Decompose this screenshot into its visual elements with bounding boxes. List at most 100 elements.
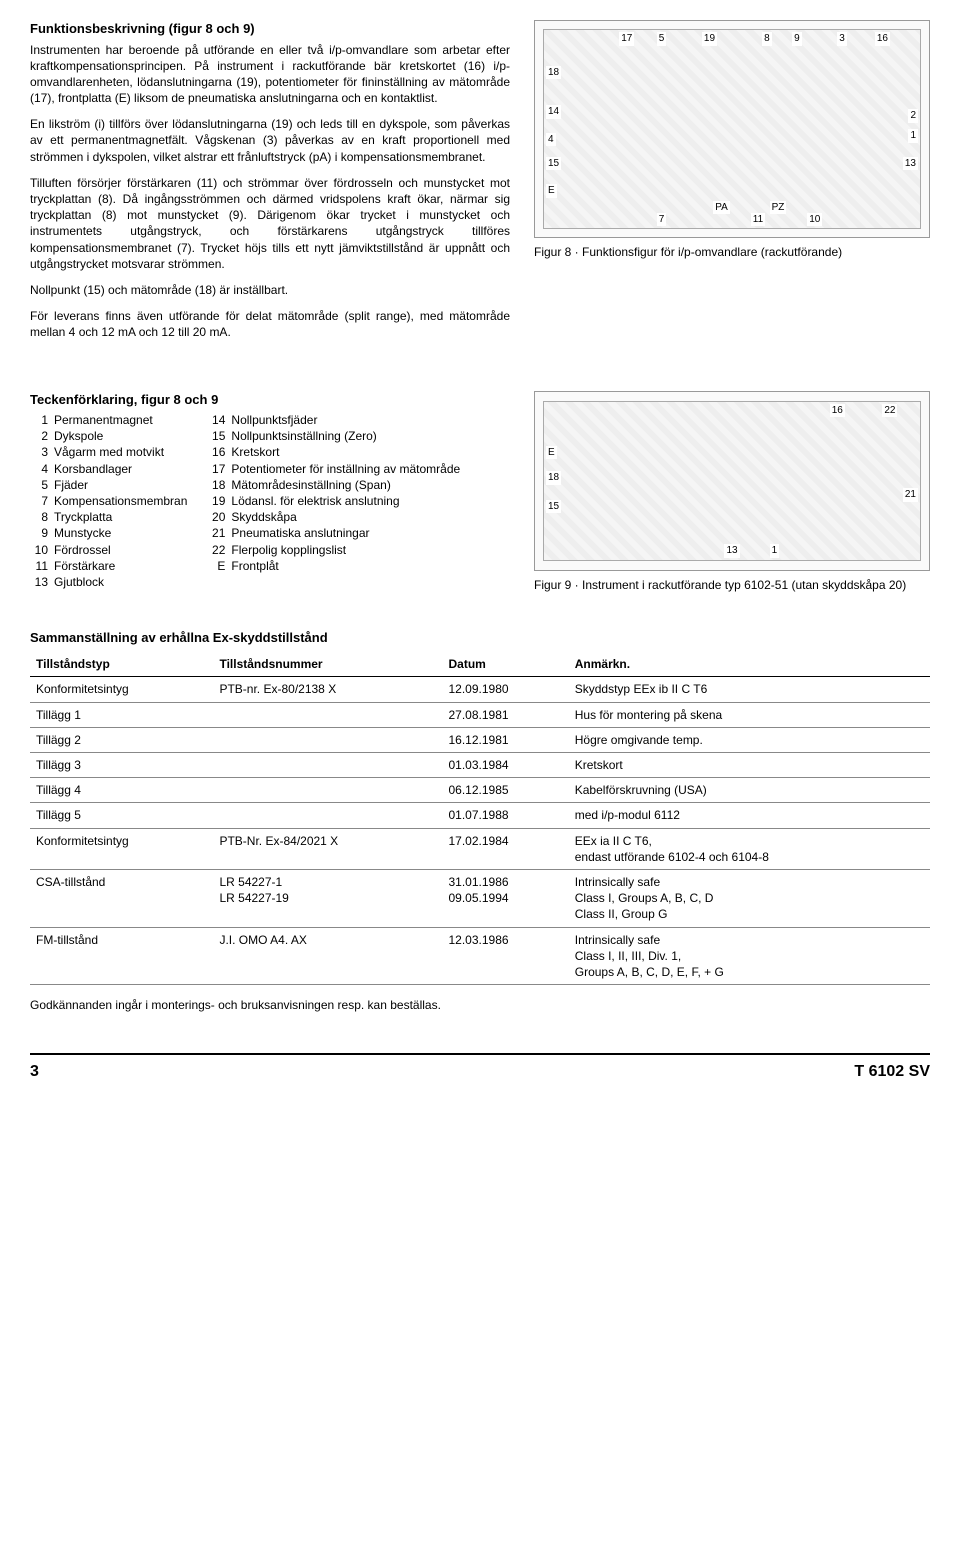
table-cell: 27.08.1981 (443, 702, 569, 727)
table-cell: Intrinsically safeClass I, Groups A, B, … (569, 869, 930, 927)
fig8-lbl: 18 (546, 66, 561, 80)
table-row: KonformitetsintygPTB-Nr. Ex-84/2021 X17.… (30, 828, 930, 869)
figure-9-caption: Figur 9 · Instrument i rackutförande typ… (534, 577, 930, 593)
legend-text: Mätområdesinställning (Span) (231, 477, 390, 493)
table-row: KonformitetsintygPTB-nr. Ex-80/2138 X12.… (30, 677, 930, 702)
legend-num: 19 (207, 493, 225, 509)
legend-num: 7 (30, 493, 48, 509)
fig8-lbl: 17 (619, 32, 634, 46)
legend-text: Förstärkare (54, 558, 115, 574)
legend-num: 14 (207, 412, 225, 428)
legend-num: 15 (207, 428, 225, 444)
figure-8: 17 5 19 8 9 3 16 18 14 4 15 E 7 11 10 2 … (534, 20, 930, 238)
table-cell: Skyddstyp EEx ib II C T6 (569, 677, 930, 702)
table-cell: 12.03.1986 (443, 927, 569, 985)
page-number: 3 (30, 1061, 39, 1083)
table-cell: 06.12.1985 (443, 778, 569, 803)
fig8-lbl: PA (713, 201, 730, 215)
table-row: Tillägg 406.12.1985Kabelförskruvning (US… (30, 778, 930, 803)
legend-num: 21 (207, 525, 225, 541)
para-4: Nollpunkt (15) och mätområde (18) är ins… (30, 282, 510, 298)
table-cell: J.I. OMO A4. AX (213, 927, 442, 985)
legend-item: 18Mätområdesinställning (Span) (207, 477, 460, 493)
legend-num: 22 (207, 542, 225, 558)
th-number: Tillståndsnummer (213, 652, 442, 677)
table-row: Tillägg 127.08.1981Hus för montering på … (30, 702, 930, 727)
fig8-lbl: 1 (908, 129, 918, 143)
top-row: Funktionsbeskrivning (figur 8 och 9) Ins… (30, 20, 930, 351)
table-header-row: Tillståndstyp Tillståndsnummer Datum Anm… (30, 652, 930, 677)
table-cell: 01.03.1984 (443, 753, 569, 778)
fig8-lbl: 2 (908, 109, 918, 123)
table-cell: Tillägg 3 (30, 753, 213, 778)
fig8-lbl: 8 (762, 32, 772, 46)
table-cell: PTB-Nr. Ex-84/2021 X (213, 828, 442, 869)
legend-num: E (207, 558, 225, 574)
table-row: Tillägg 501.07.1988med i/p-modul 6112 (30, 803, 930, 828)
table-cell: PTB-nr. Ex-80/2138 X (213, 677, 442, 702)
legend-text: Fjäder (54, 477, 88, 493)
legend-columns: 1Permanentmagnet2Dykspole3Vågarm med mot… (30, 412, 510, 590)
ex-table-title: Sammanställning av erhållna Ex-skyddstil… (30, 629, 930, 647)
fig9-lbl: 13 (724, 544, 739, 558)
legend-item: 14Nollpunktsfjäder (207, 412, 460, 428)
fig9-lbl: 22 (882, 404, 897, 418)
fig9-lbl: 18 (546, 471, 561, 485)
legend-item: 16Kretskort (207, 444, 460, 460)
legend-num: 20 (207, 509, 225, 525)
legend-item: 5Fjäder (30, 477, 187, 493)
legend-item: 9Munstycke (30, 525, 187, 541)
figure-8-diagram: 17 5 19 8 9 3 16 18 14 4 15 E 7 11 10 2 … (543, 29, 921, 229)
table-cell: Konformitetsintyg (30, 677, 213, 702)
table-cell: Tillägg 4 (30, 778, 213, 803)
legend-text: Tryckplatta (54, 509, 112, 525)
fig8-lbl: 3 (837, 32, 847, 46)
legend-num: 9 (30, 525, 48, 541)
figure-9-diagram: 16 22 E 18 15 13 1 21 (543, 401, 921, 561)
legend-text: Flerpolig kopplingslist (231, 542, 346, 558)
section-title: Funktionsbeskrivning (figur 8 och 9) (30, 20, 510, 38)
fig8-lbl: 13 (903, 157, 918, 171)
legend-left: 1Permanentmagnet2Dykspole3Vågarm med mot… (30, 412, 187, 590)
table-row: Tillägg 216.12.1981Högre omgivande temp. (30, 727, 930, 752)
fig8-lbl: 15 (546, 157, 561, 171)
para-3: Tilluften försörjer förstärkaren (11) oc… (30, 175, 510, 272)
legend-item: EFrontplåt (207, 558, 460, 574)
fig9-lbl: 15 (546, 500, 561, 514)
legend-text: Korsbandlager (54, 461, 132, 477)
table-row: FM-tillståndJ.I. OMO A4. AX12.03.1986Int… (30, 927, 930, 985)
legend-text: Potentiometer för inställning av mätområ… (231, 461, 460, 477)
ex-table-section: Sammanställning av erhållna Ex-skyddstil… (30, 629, 930, 1014)
legend-num: 1 (30, 412, 48, 428)
table-cell (213, 702, 442, 727)
legend-text: Dykspole (54, 428, 103, 444)
fig8-lbl: PZ (770, 201, 787, 215)
fig8-lbl: 19 (702, 32, 717, 46)
table-cell: Tillägg 2 (30, 727, 213, 752)
legend-num: 11 (30, 558, 48, 574)
legend-item: 3 Vågarm med motvikt (30, 444, 187, 460)
table-cell: CSA-tillstånd (30, 869, 213, 927)
ex-table: Tillståndstyp Tillståndsnummer Datum Anm… (30, 652, 930, 985)
table-cell: Tillägg 1 (30, 702, 213, 727)
legend-item: 19Lödansl. för elektrisk anslutning (207, 493, 460, 509)
table-cell: 12.09.1980 (443, 677, 569, 702)
fig8-lbl: 5 (657, 32, 667, 46)
table-cell: med i/p-modul 6112 (569, 803, 930, 828)
legend-num: 3 (30, 444, 48, 460)
fig8-lbl: 9 (792, 32, 802, 46)
legend-num: 10 (30, 542, 48, 558)
legend-title: Teckenförklaring, figur 8 och 9 (30, 391, 510, 409)
legend-item: 7Kompensationsmembran (30, 493, 187, 509)
fig9-lbl: E (546, 446, 557, 460)
legend-item: 11 Förstärkare (30, 558, 187, 574)
table-cell: 31.01.198609.05.1994 (443, 869, 569, 927)
fig9-lbl: 1 (770, 544, 780, 558)
legend-num: 4 (30, 461, 48, 477)
legend-text: Vågarm med motvikt (54, 444, 164, 460)
table-cell: Kretskort (569, 753, 930, 778)
legend-text: Pneumatiska anslutningar (231, 525, 369, 541)
figure-9: 16 22 E 18 15 13 1 21 (534, 391, 930, 571)
table-cell: 17.02.1984 (443, 828, 569, 869)
doc-id: T 6102 SV (854, 1061, 930, 1083)
